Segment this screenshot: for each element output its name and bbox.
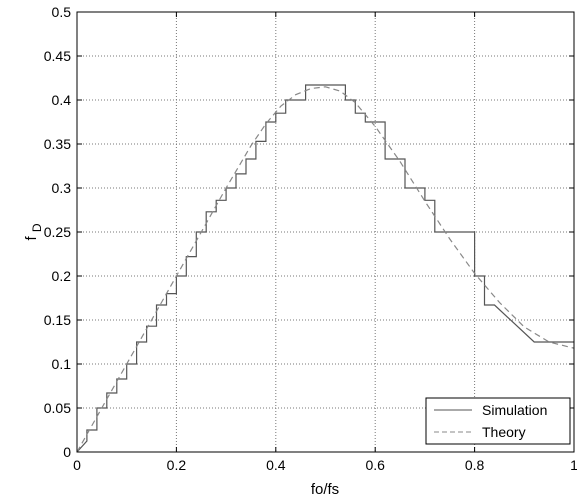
x-tick-label: 0 bbox=[73, 457, 81, 473]
y-axis-label: f D bbox=[23, 223, 44, 240]
x-axis-label: fo/fs bbox=[311, 481, 339, 498]
legend-box bbox=[425, 397, 571, 445]
y-tick-label: 0.25 bbox=[44, 224, 71, 240]
y-tick-label: 0 bbox=[63, 444, 71, 460]
y-tick-label: 0.3 bbox=[52, 180, 72, 196]
y-tick-label: 0.15 bbox=[44, 312, 71, 328]
plot-background bbox=[77, 12, 574, 452]
legend-label-simulation: Simulation bbox=[482, 402, 547, 418]
x-tick-label: 0.4 bbox=[266, 457, 286, 473]
y-tick-label: 0.4 bbox=[52, 92, 72, 108]
x-tick-label: 0.2 bbox=[167, 457, 187, 473]
y-tick-label: 0.2 bbox=[52, 268, 72, 284]
x-tick-label: 0.6 bbox=[365, 457, 385, 473]
legend-label-theory: Theory bbox=[482, 424, 526, 440]
y-tick-label: 0.35 bbox=[44, 136, 71, 152]
y-axis-label-main: f bbox=[23, 236, 40, 241]
series-line-simulation bbox=[76, 84, 574, 453]
y-tick-label: 0.1 bbox=[52, 356, 72, 372]
ticks: 0 0.2 0.4 0.6 0.8 1 0 0.05 0.1 0.15 0.2 0.25 0.3 0.35… bbox=[44, 4, 577, 473]
y-axis-label-sub: D bbox=[30, 223, 44, 232]
x-tick-label: 0.8 bbox=[465, 457, 485, 473]
series-line-theory bbox=[76, 86, 575, 453]
y-tick-label: 0.05 bbox=[44, 400, 71, 416]
y-tick-label: 0.5 bbox=[52, 4, 72, 20]
grid bbox=[77, 12, 574, 452]
legend: Simulation Theory bbox=[425, 397, 571, 445]
y-tick-label: 0.45 bbox=[44, 48, 71, 64]
series-group bbox=[76, 84, 575, 453]
x-tick-label: 1 bbox=[570, 457, 577, 473]
svg-text:f D: f D bbox=[23, 223, 44, 240]
